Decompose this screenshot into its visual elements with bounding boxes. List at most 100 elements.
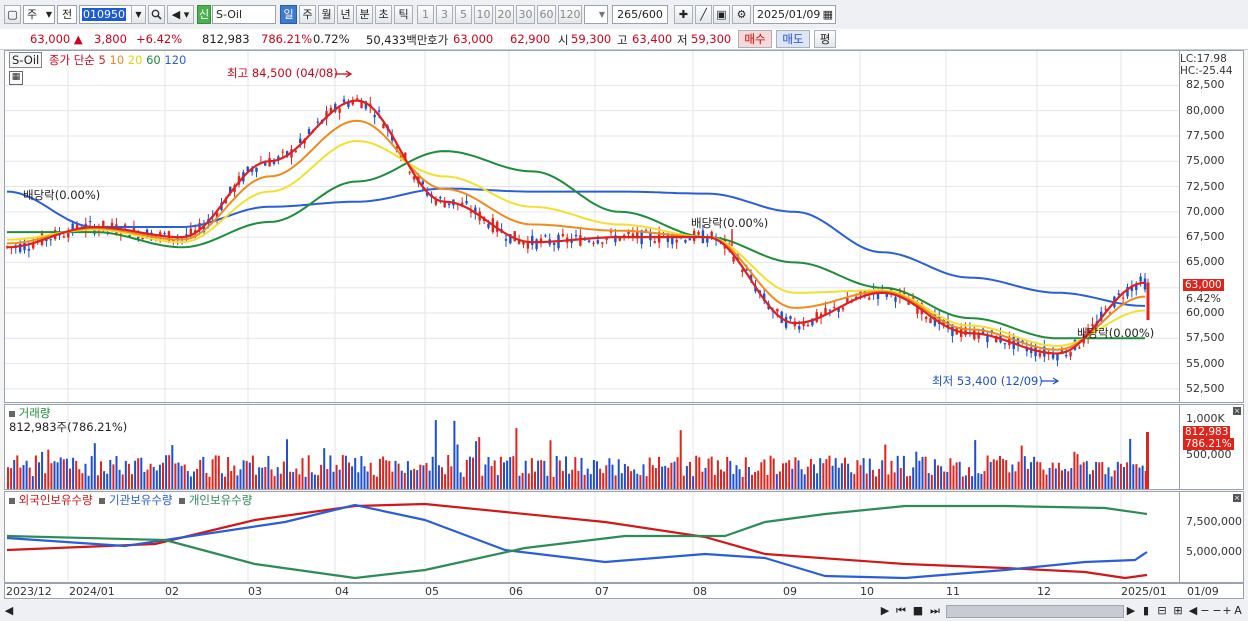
gear-icon[interactable]: ⚙: [732, 5, 751, 24]
volume-bar: [137, 458, 140, 489]
interval-select[interactable]: ▼: [584, 5, 608, 24]
tab-month[interactable]: 월: [318, 5, 335, 24]
date-field[interactable]: 2025/01/09 ▦: [753, 5, 836, 24]
candle-body: [833, 307, 836, 309]
new-badge: 신: [197, 5, 211, 24]
sell-button[interactable]: 매도: [776, 30, 810, 48]
volume-bar: [952, 465, 955, 489]
interval-5-button[interactable]: 5: [455, 5, 472, 24]
interval-120-button[interactable]: 120: [558, 5, 582, 24]
volume-bar: [757, 470, 760, 489]
holding-chart[interactable]: [5, 492, 1179, 582]
volume-chart[interactable]: [5, 405, 1179, 489]
candle-body: [246, 166, 249, 172]
close-icon[interactable]: ×: [1233, 494, 1241, 502]
forward-icon[interactable]: ⏭: [930, 604, 940, 617]
tab-week[interactable]: 주: [299, 5, 316, 24]
candle-body: [250, 168, 254, 173]
volume-bar: [317, 475, 319, 489]
average-button[interactable]: 평: [814, 30, 836, 48]
volume-bar: [503, 462, 505, 489]
prev-button[interactable]: 전: [57, 5, 77, 24]
play-icon[interactable]: ▶: [880, 604, 890, 617]
volume-bar: [1079, 464, 1082, 489]
stop-icon[interactable]: ■: [912, 604, 924, 617]
candle-body: [465, 201, 468, 204]
crosshair-icon[interactable]: ✚: [674, 5, 693, 24]
view-split-icon[interactable]: ⊟: [1157, 604, 1167, 617]
candle-body: [347, 102, 350, 107]
candle-body: [185, 234, 188, 237]
volume-bar: [242, 460, 245, 489]
scroll-thumb[interactable]: [946, 605, 1124, 618]
zoom-out-icon[interactable]: −: [1212, 604, 1222, 617]
volume-bar: [475, 441, 478, 489]
view-grid-icon[interactable]: ⊞: [1173, 604, 1183, 617]
tab-year[interactable]: 년: [337, 5, 354, 24]
scroll-right-icon[interactable]: ▶: [1126, 604, 1136, 617]
volume-bar: [682, 475, 685, 489]
period-select[interactable]: 주 ▼: [23, 5, 55, 24]
volume-bar: [865, 473, 868, 489]
candle-body: [1056, 353, 1059, 361]
data-count-field[interactable]: 265/600: [612, 5, 668, 24]
hold-tick-5000000: 5,000,000: [1186, 545, 1242, 558]
zoom-in-icon[interactable]: +: [1222, 604, 1232, 617]
interval-20-button[interactable]: 20: [495, 5, 514, 24]
volume-bar: [236, 475, 239, 489]
interval-30-button[interactable]: 30: [516, 5, 535, 24]
grid-icon[interactable]: ▦: [9, 71, 23, 85]
interval-10-button[interactable]: 10: [474, 5, 493, 24]
volume-bar: [797, 460, 800, 489]
volume-bar: [664, 465, 667, 489]
auto-icon[interactable]: A: [1234, 604, 1242, 617]
rewind-icon[interactable]: ⏮: [896, 604, 906, 617]
candle-body: [806, 325, 810, 327]
scroll-left-icon[interactable]: ◀: [4, 604, 14, 617]
stock-name-field[interactable]: S-Oil: [212, 5, 276, 24]
price-chart[interactable]: [5, 51, 1179, 402]
volume-bar: [720, 469, 722, 489]
volume-bar: [1039, 462, 1042, 489]
draw-icon[interactable]: ╱: [695, 5, 712, 24]
close-icon[interactable]: ×: [1233, 407, 1241, 415]
tab-second[interactable]: 초: [375, 5, 392, 24]
interval-60-button[interactable]: 60: [537, 5, 556, 24]
view-bar-icon[interactable]: ▮: [1142, 604, 1150, 617]
volume-bar: [989, 461, 992, 489]
interval-3-button[interactable]: 3: [436, 5, 453, 24]
volume-bar: [1132, 464, 1135, 489]
tab-day[interactable]: 일: [280, 5, 297, 24]
prev-icon[interactable]: ◀: [1188, 604, 1198, 617]
volume-bar: [577, 470, 580, 489]
buy-button[interactable]: 매수: [738, 30, 772, 48]
volume-bar: [840, 463, 843, 489]
volume-y-axis: × 1,000K 812,983 786.21% 500,000: [1180, 404, 1244, 490]
volume-bar: [806, 466, 809, 489]
ma60-line: [7, 150, 1145, 340]
search-icon[interactable]: [148, 5, 165, 24]
ma5-label: 5: [98, 53, 106, 67]
volume-bar: [75, 461, 78, 489]
stock-code-input[interactable]: 010950: [79, 5, 137, 24]
candle-body: [798, 326, 801, 330]
volume-bar: [645, 476, 648, 489]
layout-icon[interactable]: ▢: [4, 5, 21, 24]
volume-bar: [1144, 471, 1147, 489]
chevron-down-icon[interactable]: ▼: [131, 5, 146, 24]
save-icon[interactable]: ▣: [713, 5, 730, 24]
candle-body: [443, 202, 446, 208]
volume-bar: [264, 467, 267, 489]
tab-tick[interactable]: 틱: [394, 5, 413, 24]
minus-icon[interactable]: −: [1200, 604, 1210, 617]
volume-bar: [248, 462, 251, 489]
open-value: 59,300: [571, 32, 612, 46]
scroll-bar[interactable]: ◀ ▶ ⏮ ■ ⏭ ▶ ▮ ⊟ ⊞ ◀ − − + A: [0, 600, 1248, 621]
tab-minute[interactable]: 분: [356, 5, 373, 24]
candle-body: [355, 98, 359, 100]
candle-body: [382, 124, 385, 129]
volume-bar: [298, 474, 301, 489]
speaker-icon[interactable]: ◀ ▾: [167, 5, 194, 24]
interval-1-button[interactable]: 1: [417, 5, 434, 24]
volume-bar: [202, 456, 205, 489]
